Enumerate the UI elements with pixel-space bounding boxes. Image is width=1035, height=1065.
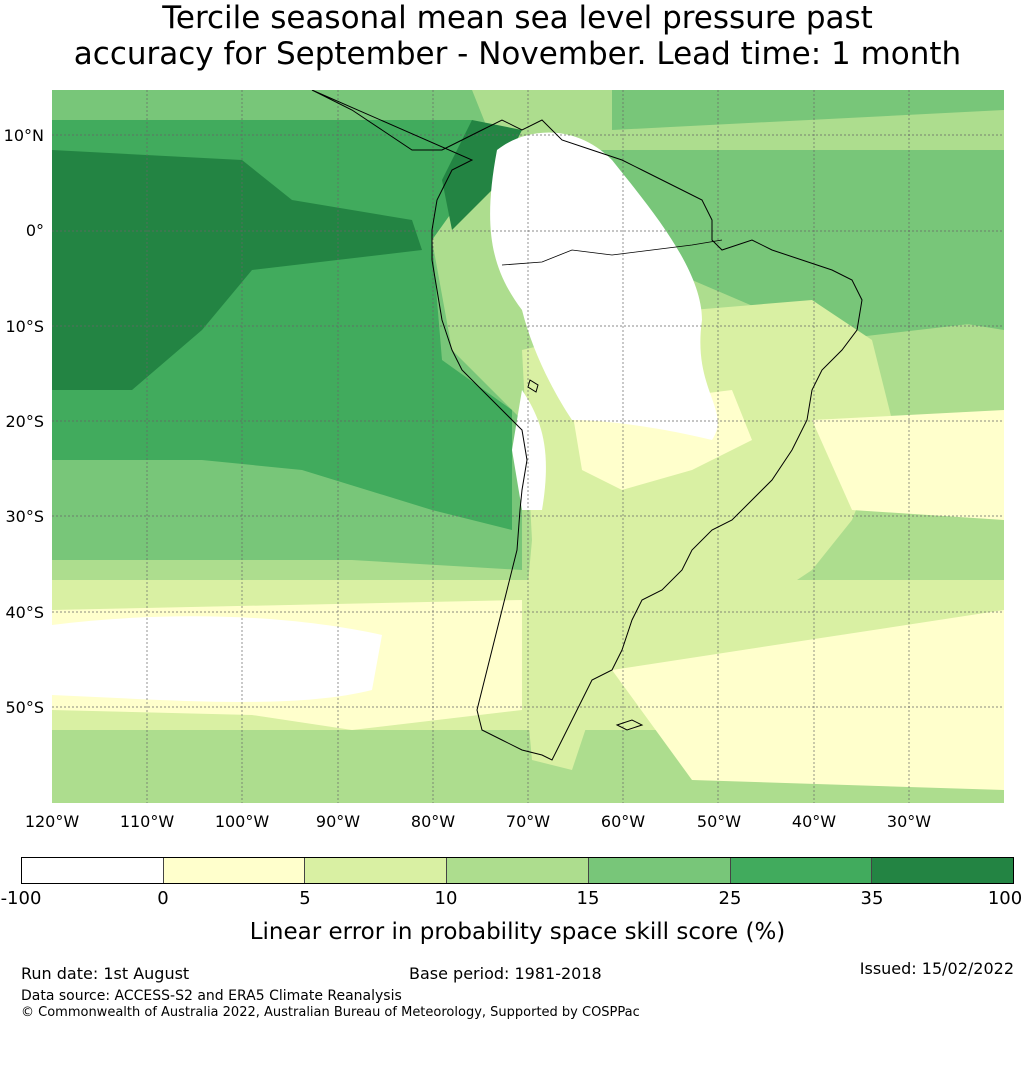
colorbar-tick: -100	[0, 888, 42, 909]
title-line-2: accuracy for September - November. Lead …	[73, 36, 962, 72]
colorbar	[21, 857, 1014, 884]
colorbar-tick: 15	[576, 888, 600, 909]
colorbar-segment	[872, 858, 1014, 883]
east-atlantic-patch	[942, 240, 1004, 330]
colorbar-label: Linear error in probability space skill …	[249, 919, 786, 945]
colorbar-segment	[447, 858, 589, 883]
south-atlantic-low-skill	[812, 410, 1004, 520]
map-title: Tercile seasonal mean sea level pressure…	[0, 0, 1035, 72]
rivers-amazon	[501, 239, 723, 266]
data-source: Data source: ACCESS-S2 and ERA5 Climate …	[21, 988, 402, 1004]
colorbar-tick: 5	[299, 888, 311, 909]
lat-label-50s: 50°S	[5, 698, 44, 717]
colorbar-tick: 25	[718, 888, 742, 909]
lat-label-30s: 30°S	[5, 507, 44, 526]
andes-no-skill	[490, 132, 718, 440]
lon-label-30w: 30°W	[886, 812, 932, 831]
falkland-islands	[615, 719, 644, 731]
tropical-atlantic-skill	[532, 150, 1004, 340]
title-line-1: Tercile seasonal mean sea level pressure…	[162, 0, 873, 36]
colorbar-segment	[730, 858, 873, 883]
map-canvas	[52, 90, 1004, 803]
south-america-coastline	[311, 90, 863, 761]
lon-label-100w: 100°W	[214, 812, 270, 831]
lake-titicaca	[527, 379, 539, 393]
map-gridlines	[52, 90, 1004, 803]
argentine-basin-low-skill	[612, 610, 1004, 790]
colorbar-tick: 0	[157, 888, 169, 909]
copyright: © Commonwealth of Australia 2022, Austra…	[21, 1005, 640, 1020]
lon-label-110w: 110°W	[119, 812, 175, 831]
south-pacific-no-skill	[52, 616, 382, 702]
lon-label-60w: 60°W	[600, 812, 646, 831]
lon-label-120w: 120°W	[24, 812, 80, 831]
lon-label-80w: 80°W	[410, 812, 456, 831]
pacific-very-high-skill	[52, 150, 422, 390]
lon-label-40w: 40°W	[791, 812, 837, 831]
colorbar-segment	[22, 858, 164, 883]
lat-label-10n: 10°N	[3, 126, 44, 145]
lon-label-50w: 50°W	[696, 812, 742, 831]
lon-label-70w: 70°W	[505, 812, 551, 831]
colorbar-segment	[163, 858, 306, 883]
lat-label-20s: 20°S	[5, 412, 44, 431]
colorbar-tick: 35	[860, 888, 884, 909]
colorbar-tick: 10	[434, 888, 458, 909]
colorbar-segment	[588, 858, 731, 883]
colorbar-segment	[305, 858, 448, 883]
run-date: Run date: 1st August	[21, 964, 190, 983]
colorbar-tick: 100	[987, 888, 1023, 909]
lat-label-40s: 40°S	[5, 603, 44, 622]
lat-label-10s: 10°S	[5, 317, 44, 336]
base-period: Base period: 1981-2018	[409, 964, 602, 983]
lat-label-0: 0°	[25, 221, 44, 240]
lon-label-90w: 90°W	[315, 812, 361, 831]
andes-south-no-skill	[512, 390, 546, 510]
skill-map	[52, 90, 1004, 803]
north-atlantic-skill	[612, 90, 1004, 130]
issued-date: Issued: 15/02/2022	[859, 959, 1014, 978]
